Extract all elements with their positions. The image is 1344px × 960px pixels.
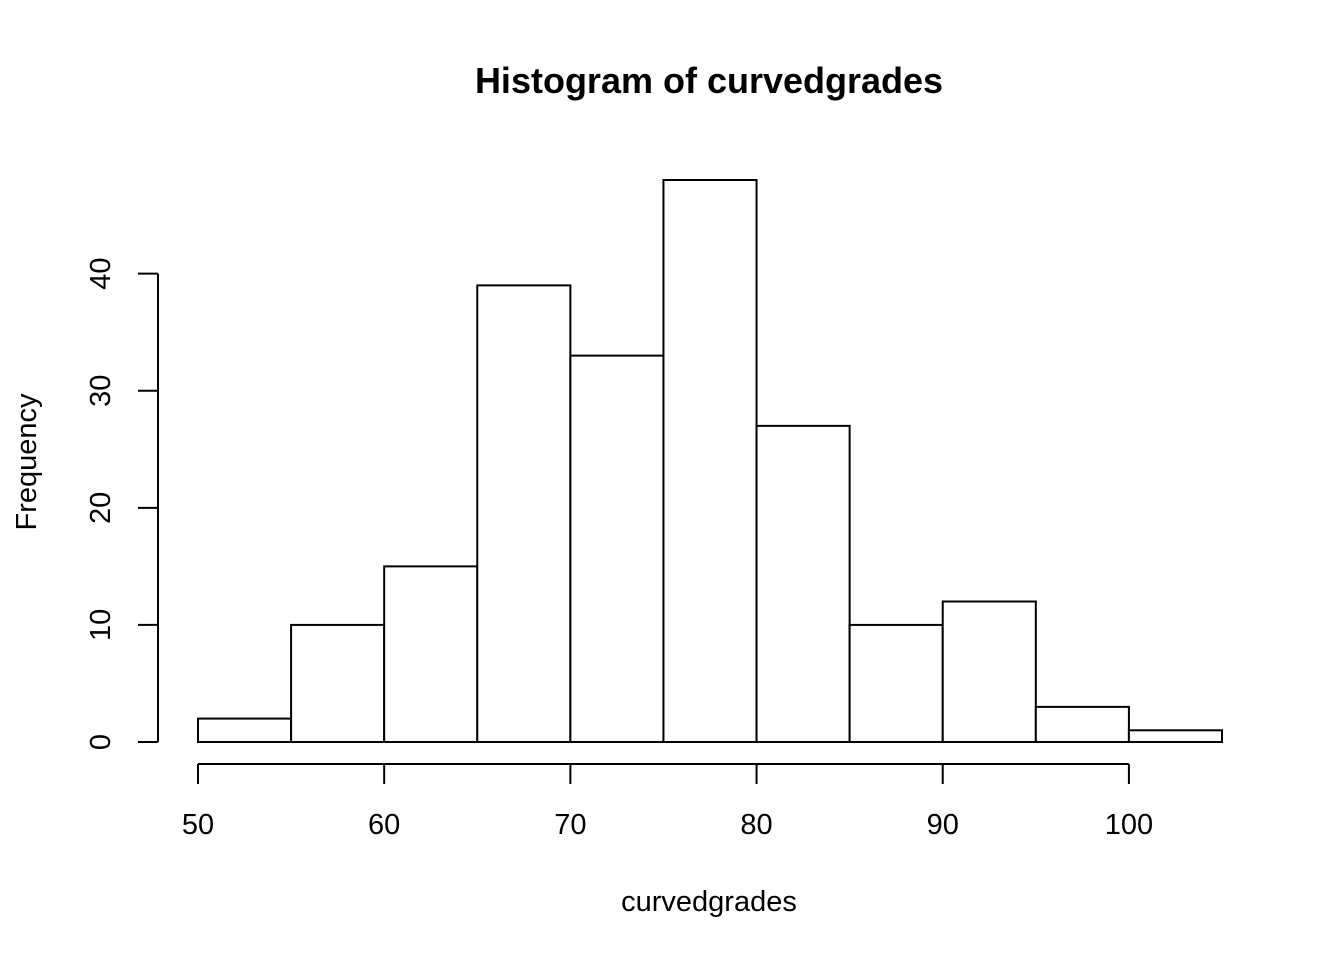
x-tick-label: 60 bbox=[368, 809, 400, 841]
bars-layer bbox=[197, 179, 1223, 744]
x-tick-label: 100 bbox=[1105, 809, 1153, 841]
x-tick-label: 50 bbox=[182, 809, 214, 841]
x-tick-label: 70 bbox=[554, 809, 586, 841]
x-tick-label: 90 bbox=[927, 809, 959, 841]
histogram-bar-2 bbox=[383, 565, 479, 743]
histogram-bar-10 bbox=[1127, 729, 1223, 744]
histogram-bar-9 bbox=[1034, 705, 1130, 743]
histogram-bar-0 bbox=[197, 717, 293, 743]
y-tick-label: 10 bbox=[85, 609, 117, 641]
y-tick-label: 40 bbox=[85, 258, 117, 290]
y-tick-label: 0 bbox=[85, 734, 117, 750]
chart-title: Histogram of curvedgrades bbox=[475, 60, 943, 101]
histogram-bar-7 bbox=[848, 623, 944, 744]
histogram-bar-1 bbox=[290, 623, 386, 744]
histogram-bar-5 bbox=[662, 179, 758, 743]
x-axis-label: curvedgrades bbox=[621, 886, 797, 918]
histogram-bar-4 bbox=[569, 354, 665, 743]
x-axis: 50 60 70 80 90 100 bbox=[182, 763, 1153, 841]
histogram-bar-3 bbox=[476, 284, 572, 743]
histogram-bar-6 bbox=[755, 424, 851, 743]
y-axis-label: Frequency bbox=[11, 393, 43, 531]
histogram-bar-8 bbox=[941, 600, 1037, 743]
y-tick-label: 20 bbox=[85, 492, 117, 524]
y-tick-label: 30 bbox=[85, 375, 117, 407]
y-axis: 0 10 20 30 40 bbox=[85, 258, 159, 750]
x-tick-label: 80 bbox=[740, 809, 772, 841]
